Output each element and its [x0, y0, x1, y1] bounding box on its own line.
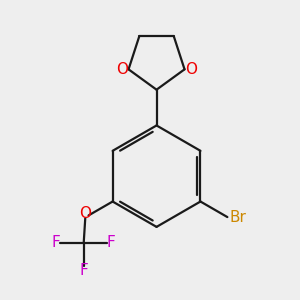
Text: O: O	[116, 62, 128, 77]
Text: F: F	[52, 235, 61, 250]
Text: F: F	[79, 263, 88, 278]
Text: O: O	[185, 62, 197, 77]
Text: F: F	[107, 235, 116, 250]
Text: O: O	[79, 206, 91, 221]
Text: Br: Br	[229, 210, 246, 225]
